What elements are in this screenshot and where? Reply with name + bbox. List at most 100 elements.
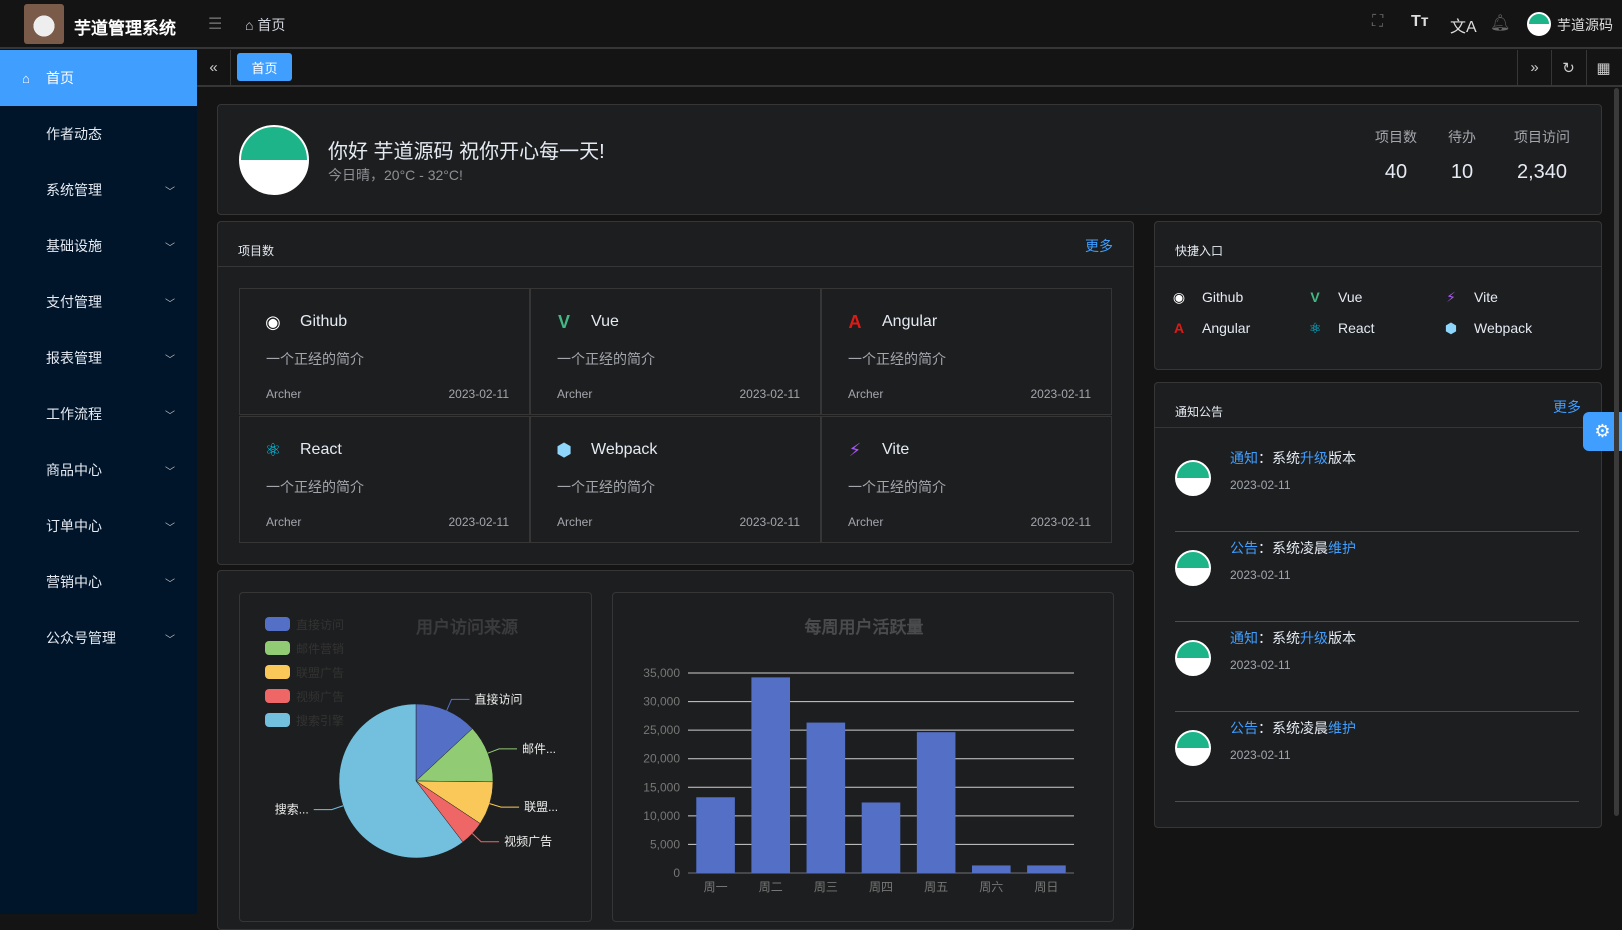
bar[interactable]	[861, 802, 901, 873]
quick-entry-label: Vite	[1474, 289, 1498, 305]
legend-label[interactable]: 联盟广告	[296, 666, 344, 680]
sidebar-item[interactable]: 基础设施 ﹀	[0, 218, 197, 274]
notice-more-link[interactable]: 更多	[1553, 399, 1581, 415]
notice-item[interactable]: 公告：系统凌晨维护 2023-02-11	[1175, 532, 1579, 622]
x-tick-label: 周日	[1034, 880, 1058, 894]
grid-menu-icon[interactable]: ▦	[1586, 50, 1620, 85]
projects-card: 项目数 更多 ◉ Github 一个正经的简介 Archer 2023-02-11 V V…	[217, 221, 1134, 565]
bell-icon[interactable]: 🔔︎	[1490, 15, 1511, 32]
sidebar-item-label: 作者动态	[46, 126, 102, 142]
project-item[interactable]: ⚡ Vite 一个正经的简介 Archer 2023-02-11	[821, 416, 1112, 543]
font-size-icon[interactable]: Tт	[1411, 13, 1429, 30]
legend-swatch[interactable]	[265, 617, 290, 631]
legend-swatch[interactable]	[265, 641, 290, 655]
project-item[interactable]: ◉ Github 一个正经的简介 Archer 2023-02-11	[239, 288, 530, 415]
sidebar-item[interactable]: 报表管理 ﹀	[0, 330, 197, 386]
sidebar-item[interactable]: ⌂ 首页	[0, 50, 197, 106]
quick-entry-item[interactable]: ⚡ Vite	[1442, 288, 1498, 306]
quick-entry-item[interactable]: ⬢ Webpack	[1442, 319, 1532, 337]
project-item[interactable]: ⬢ Webpack 一个正经的简介 Archer 2023-02-11	[530, 416, 821, 543]
pie-slice[interactable]	[415, 703, 473, 782]
notice-sep: ：	[1258, 720, 1272, 736]
project-item[interactable]: A Angular 一个正经的简介 Archer 2023-02-11	[821, 288, 1112, 415]
chevron-down-icon: ﹀	[165, 634, 175, 646]
fullscreen-icon[interactable]: ⛶	[1372, 13, 1384, 30]
project-desc: 一个正经的简介	[848, 479, 946, 495]
sidebar-item[interactable]: 系统管理 ﹀	[0, 162, 197, 218]
quick-entry-label: Webpack	[1474, 320, 1533, 336]
sidebar-item[interactable]: 支付管理 ﹀	[0, 274, 197, 330]
bar[interactable]	[1027, 865, 1066, 873]
sidebar-item[interactable]: 工作流程 ﹀	[0, 386, 197, 442]
chevron-down-icon: ﹀	[165, 186, 175, 198]
pie-slice[interactable]	[415, 728, 494, 783]
project-date: 2023-02-11	[448, 515, 510, 529]
pie-label-line	[489, 803, 520, 808]
refresh-icon[interactable]: ↻	[1551, 50, 1585, 85]
vue-icon: V	[557, 311, 570, 332]
sidebar-item[interactable]: 营销中心 ﹀	[0, 554, 197, 610]
notice-header: 通知公告 更多	[1155, 383, 1601, 428]
quick-entry-item[interactable]: ⚛ React	[1306, 319, 1375, 337]
sidebar-item[interactable]: 订单中心 ﹀	[0, 498, 197, 554]
menu-fold-icon[interactable]: ☰	[208, 16, 223, 33]
legend-swatch[interactable]	[265, 713, 290, 727]
project-name: Github	[300, 313, 348, 330]
legend-label[interactable]: 邮件营销	[296, 642, 344, 656]
page-scrollbar[interactable]	[1614, 88, 1619, 816]
chevron-down-icon: ﹀	[165, 242, 175, 254]
github-icon: ◉	[1172, 288, 1186, 305]
quick-entry-label: Github	[1202, 289, 1244, 305]
legend-label[interactable]: 搜索引擎	[296, 713, 344, 728]
x-tick-label: 周五	[924, 880, 948, 894]
top-header: 芋道管理系统 ☰ ⌂ 首页 ⛶ Tт 文A 🔔︎ 芋道源码	[0, 0, 1622, 49]
projects-header: 项目数 更多	[218, 222, 1133, 267]
quick-entry-item[interactable]: V Vue	[1306, 288, 1362, 306]
legend-label[interactable]: 直接访问	[296, 617, 344, 632]
sidebar-item[interactable]: 公众号管理 ﹀	[0, 610, 197, 666]
breadcrumb[interactable]: ⌂ 首页	[245, 15, 285, 35]
bar[interactable]	[751, 677, 791, 873]
notice-text-post: 版本	[1328, 630, 1356, 646]
y-tick-label: 0	[673, 866, 680, 880]
quick-entry-item[interactable]: ◉ Github	[1170, 288, 1243, 306]
user-avatar[interactable]	[1527, 12, 1551, 36]
pie-chart: 用户访问来源直接访问邮件营销联盟广告视频广告搜索引擎直接访问邮件...联盟...…	[265, 617, 558, 859]
notice-highlight: 维护	[1328, 720, 1356, 736]
project-author: Archer	[848, 387, 884, 401]
pie-label-line	[446, 698, 470, 711]
notice-item[interactable]: 公告：系统凌晨维护 2023-02-11	[1175, 712, 1579, 802]
bar[interactable]	[696, 797, 735, 873]
quick-entry-item[interactable]: A Angular	[1170, 319, 1250, 337]
legend-swatch[interactable]	[265, 689, 290, 703]
tab-home[interactable]: 首页	[237, 53, 292, 81]
projects-more-link[interactable]: 更多	[1085, 238, 1113, 254]
project-item[interactable]: ⚛ React 一个正经的简介 Archer 2023-02-11	[239, 416, 530, 543]
sidebar-item[interactable]: 商品中心 ﹀	[0, 442, 197, 498]
project-date: 2023-02-11	[739, 515, 801, 529]
sidebar-item[interactable]: 作者动态	[0, 106, 197, 162]
username[interactable]: 芋道源码	[1557, 17, 1613, 33]
notice-item[interactable]: 通知：系统升级版本 2023-02-11	[1175, 442, 1579, 532]
legend-label[interactable]: 视频广告	[296, 689, 344, 704]
translate-icon[interactable]: 文A	[1450, 19, 1477, 36]
project-item[interactable]: V Vue 一个正经的简介 Archer 2023-02-11	[530, 288, 821, 415]
sidebar-item-label: 工作流程	[46, 406, 102, 422]
project-date: 2023-02-11	[1030, 387, 1092, 401]
y-tick-label: 15,000	[643, 780, 680, 794]
bar[interactable]	[916, 732, 956, 873]
notice-item[interactable]: 通知：系统升级版本 2023-02-11	[1175, 622, 1579, 712]
scroll-left-icon[interactable]: «	[197, 50, 231, 85]
quick-entry-title: 快捷入口	[1175, 244, 1224, 258]
scroll-right-icon[interactable]: »	[1517, 50, 1551, 85]
chevron-down-icon: ﹀	[165, 522, 175, 534]
notice-date: 2023-02-11	[1230, 748, 1291, 762]
notice-text-pre: 系统	[1272, 630, 1300, 646]
chevron-down-icon: ﹀	[165, 466, 175, 478]
legend-swatch[interactable]	[265, 665, 290, 679]
bar[interactable]	[806, 722, 846, 873]
notice-highlight: 升级	[1300, 450, 1328, 466]
notice-sep: ：	[1258, 630, 1272, 646]
notice-avatar	[1175, 460, 1211, 496]
bar[interactable]	[971, 865, 1011, 873]
